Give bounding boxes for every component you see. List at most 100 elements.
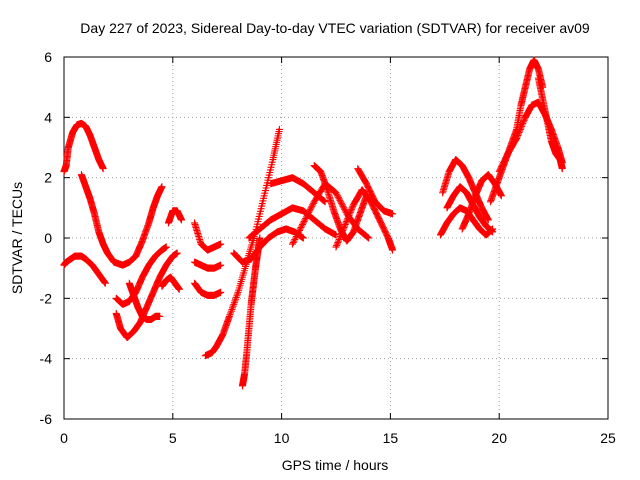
data-point — [295, 228, 303, 236]
data-point — [217, 288, 225, 296]
series-arc-11 — [191, 258, 225, 272]
data-point — [342, 219, 350, 227]
series-arc-4 — [112, 249, 181, 342]
data-point — [335, 236, 343, 244]
data-point — [162, 243, 170, 251]
x-tick-label: 15 — [383, 430, 399, 446]
data-point — [173, 249, 181, 257]
data-point — [294, 229, 302, 237]
data-point — [339, 225, 347, 233]
series-arc-12 — [201, 125, 283, 360]
data-point — [348, 205, 356, 213]
x-tick-label: 20 — [491, 430, 507, 446]
data-point — [517, 124, 525, 132]
series-arc-9 — [191, 219, 225, 254]
data-point — [343, 216, 351, 224]
y-tick-label: -4 — [40, 351, 53, 367]
data-point — [299, 219, 307, 227]
series-arc-1 — [60, 252, 109, 287]
data-point — [518, 121, 526, 129]
series-arc-6 — [125, 279, 164, 323]
y-tick-label: 2 — [44, 170, 52, 186]
data-point — [232, 295, 240, 303]
series-arc-16 — [267, 174, 329, 206]
data-point — [338, 229, 346, 237]
data-point — [337, 231, 345, 239]
data-point — [291, 236, 299, 244]
data-point — [320, 197, 328, 205]
series-arc-3 — [77, 171, 166, 269]
x-tick-label: 10 — [274, 430, 290, 446]
data-point — [301, 216, 309, 224]
data-point — [346, 208, 354, 216]
data-point — [293, 231, 301, 239]
data-point — [175, 285, 183, 293]
series-arc-27 — [534, 74, 566, 173]
data-point — [217, 240, 225, 248]
data-point — [230, 299, 238, 307]
data-point — [232, 293, 240, 301]
data-point — [333, 190, 341, 198]
data-point — [339, 202, 347, 210]
y-tick-label: -2 — [40, 290, 53, 306]
x-tick-label: 5 — [169, 430, 177, 446]
data-point — [520, 116, 528, 124]
data-point — [334, 192, 342, 200]
data-point — [519, 118, 527, 126]
y-axis-label: SDTVAR / TECUs — [9, 182, 25, 294]
data-point — [332, 243, 340, 251]
data-point — [484, 216, 492, 224]
data-point — [233, 290, 241, 298]
data-point — [295, 226, 303, 234]
data-point — [341, 222, 349, 230]
data-point — [292, 232, 300, 240]
data-point — [389, 246, 397, 254]
data-point — [309, 201, 317, 209]
data-point — [339, 226, 347, 234]
data-point — [289, 239, 297, 247]
x-tick-labels: 0 5 10 15 20 25 — [60, 430, 616, 446]
data-point — [513, 134, 521, 142]
series-arc-8 — [164, 207, 186, 227]
x-tick-label: 0 — [60, 430, 68, 446]
data-point — [333, 240, 341, 248]
data-point — [275, 125, 283, 133]
data-point — [332, 189, 340, 197]
data-point — [341, 220, 349, 228]
data-point — [341, 205, 349, 213]
data-point — [217, 261, 225, 269]
data-point — [334, 239, 342, 247]
y-tick-label: 6 — [44, 49, 52, 65]
data-point — [514, 131, 522, 139]
y-tick-label: -6 — [40, 411, 53, 427]
data-point — [303, 211, 311, 219]
data-point — [227, 307, 235, 315]
data-point — [497, 192, 505, 200]
data-point — [256, 234, 264, 242]
data-point — [300, 217, 308, 225]
data-point — [515, 128, 523, 136]
y-tick-label: 0 — [44, 230, 52, 246]
data-point — [320, 197, 328, 205]
data-point — [228, 306, 236, 314]
data-point — [231, 297, 239, 305]
data-point — [365, 234, 373, 242]
series-arc-26 — [495, 98, 566, 176]
data-point — [513, 133, 521, 141]
data-point — [345, 211, 353, 219]
data-point — [307, 204, 315, 212]
data-point — [292, 234, 300, 242]
data-point — [344, 214, 352, 222]
data-point — [518, 122, 526, 130]
data-point — [299, 220, 307, 228]
data-point — [290, 237, 298, 245]
data-point — [336, 196, 344, 204]
series-arc-7 — [158, 273, 183, 293]
series-arc-2 — [60, 119, 107, 176]
data-point — [226, 311, 234, 319]
data-point — [336, 232, 344, 240]
x-tick-label: 25 — [600, 430, 616, 446]
data-point — [333, 242, 341, 250]
data-point — [178, 216, 186, 224]
